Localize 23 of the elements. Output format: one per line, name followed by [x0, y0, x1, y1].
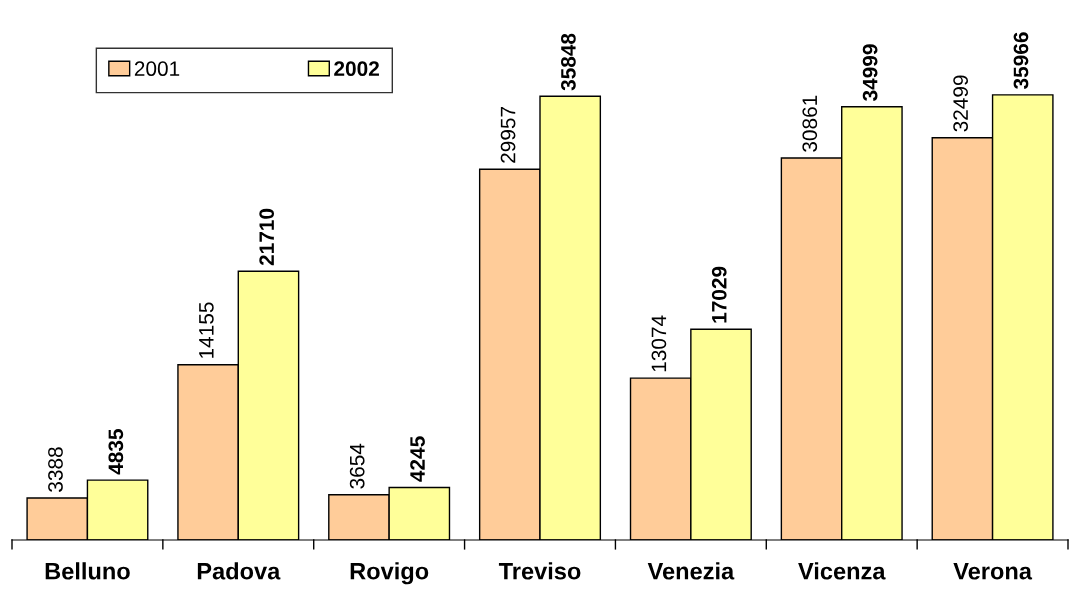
legend-label: 2002: [334, 61, 379, 77]
x-tick-label: Vicenza: [798, 562, 886, 580]
legend-label: 2001: [134, 61, 180, 77]
data-label: 3654: [349, 443, 365, 489]
data-label: 3388: [48, 447, 63, 492]
data-label: 30861: [802, 95, 818, 152]
data-label: 4835: [108, 429, 124, 475]
data-label: 29957: [500, 106, 516, 163]
x-tick-label: Treviso: [498, 562, 581, 580]
data-label: 14155: [199, 302, 214, 358]
x-tick-label: Rovigo: [350, 562, 429, 585]
x-tick-label: Belluno: [45, 562, 130, 580]
data-label: 13074: [651, 315, 667, 372]
data-label: 21710: [259, 208, 275, 266]
data-label: 32499: [953, 75, 968, 132]
x-tick-label: Verona: [953, 563, 1033, 580]
x-tick-label: Padova: [197, 562, 281, 580]
data-label: 17029: [711, 266, 727, 323]
data-label: 4245: [410, 436, 425, 482]
x-tick-label: Venezia: [647, 562, 735, 580]
data-label: 34999: [862, 44, 878, 101]
data-label: 35966: [1013, 32, 1029, 89]
data-label: 35848: [561, 33, 576, 91]
